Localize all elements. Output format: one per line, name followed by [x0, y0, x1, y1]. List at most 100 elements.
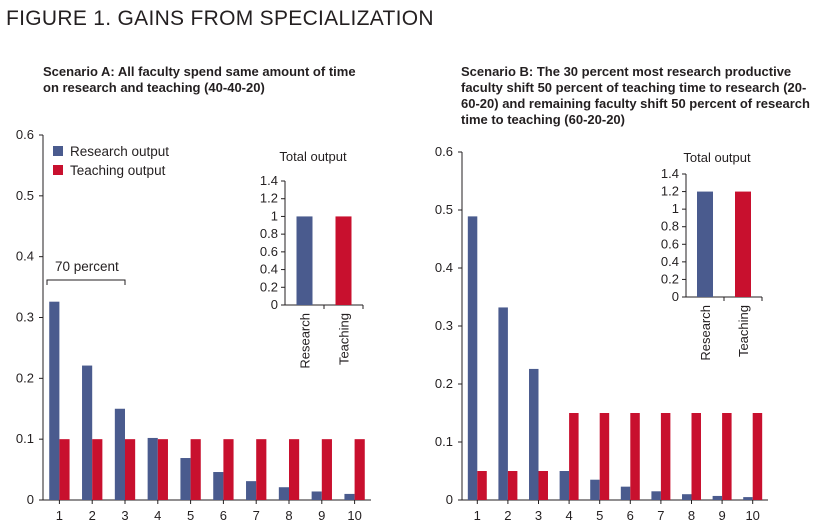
panel-b-inset-x-tick-label: Teaching — [736, 305, 751, 357]
panel-b-inset-title: Total output — [683, 150, 751, 165]
panel-b-bar-teaching-10 — [752, 413, 763, 500]
panel-a-inset-x-tick-label: Research — [298, 313, 313, 369]
panel-a-inset-y-tick-label: 1 — [271, 208, 278, 223]
panel-b-x-tick-label: 9 — [718, 508, 725, 523]
panel-b-x-tick-label: 8 — [688, 508, 695, 523]
panel-a-inset-y-tick-label: 1.4 — [260, 173, 278, 188]
panel-a-legend-swatch-teaching — [53, 165, 63, 175]
panel-a-bar-research-7 — [246, 481, 257, 500]
panel-b-inset-y-tick-label: 0 — [672, 289, 679, 304]
panel-a-bar-teaching-5 — [190, 439, 201, 500]
panel-b-inset-x-tick-label: Research — [698, 305, 713, 361]
panel-b-x-tick-label: 7 — [657, 508, 664, 523]
panel-b-inset-bar-teaching — [735, 191, 751, 297]
panel-a-y-tick-label: 0.1 — [16, 431, 34, 446]
panel-b-x-tick-label: 1 — [474, 508, 481, 523]
panel-a-bracket — [46, 279, 126, 285]
panel-b-bar-teaching-4 — [569, 413, 579, 500]
panel-b-inset-y-tick-label: 1.4 — [661, 166, 679, 181]
panel-b-bar-teaching-6 — [630, 413, 640, 500]
panel-a-inset-y-tick-label: 0.2 — [260, 279, 278, 294]
panel-a-x-tick-label: 6 — [220, 508, 227, 523]
panel-a-bar-research-5 — [180, 458, 191, 500]
scenario-a-title: Scenario A: All faculty spend same amoun… — [43, 64, 356, 95]
panel-a-bar-teaching-2 — [92, 439, 103, 500]
panel-a-x-tick-label: 8 — [285, 508, 292, 523]
panel-a-x-tick-label: 5 — [187, 508, 194, 523]
panel-a-inset-y-tick-label: 1.2 — [260, 191, 278, 206]
panel-b-bar-teaching-3 — [538, 471, 548, 500]
panel-a-x-tick-label: 9 — [318, 508, 325, 523]
panel-a-y-tick-label: 0.4 — [16, 249, 34, 264]
panel-a-y-tick-label: 0.2 — [16, 370, 34, 385]
panel-a-inset-bar-teaching — [335, 216, 352, 305]
panel-b-y-tick-label: 0.4 — [435, 260, 453, 275]
panel-b-bar-research-3 — [529, 368, 539, 500]
panel-a-inset-y-tick-label: 0.6 — [260, 244, 278, 259]
panel-a-bar-research-9 — [311, 491, 322, 500]
panel-b-bar-teaching-9 — [722, 413, 732, 500]
panel-a-x-tick-label: 10 — [347, 508, 361, 523]
panel-a-legend-label: Teaching output — [70, 163, 166, 178]
panel-b-inset-y-tick-label: 0.2 — [661, 271, 679, 286]
panel-a-x-tick-label: 4 — [154, 508, 161, 523]
panel-b-bar-research-1 — [467, 216, 478, 500]
panel-a-bar-research-8 — [278, 487, 289, 500]
panel-b-inset-y-tick-label: 0.8 — [661, 219, 679, 234]
panel-b-bar-teaching-5 — [599, 413, 610, 500]
panel-b-bar-research-7 — [651, 491, 661, 500]
panel-b-inset-y-tick-label: 0.4 — [661, 254, 679, 269]
panel-a-inset-y-tick-label: 0.4 — [260, 262, 278, 277]
panel-a-x-tick-label: 7 — [253, 508, 260, 523]
panel-a-bar-teaching-8 — [289, 439, 300, 500]
panel-a-bar-teaching-9 — [321, 439, 332, 500]
panel-a-bar-teaching-10 — [354, 439, 365, 500]
panel-a-bar-research-4 — [147, 437, 158, 500]
panel-b-bar-teaching-7 — [660, 413, 671, 500]
panel-a-y-tick-label: 0.3 — [16, 310, 34, 325]
panel-b-y-tick-label: 0.1 — [435, 434, 453, 449]
panel-b-x-tick-label: 5 — [596, 508, 603, 523]
panel-b-x-tick-label: 4 — [565, 508, 572, 523]
panel-a-bar-teaching-1 — [59, 439, 70, 500]
panel-b-y-tick-label: 0.2 — [435, 376, 453, 391]
panel-a-bar-research-2 — [82, 365, 93, 500]
panel-b-bar-research-2 — [498, 307, 508, 500]
panel-a-y-tick-label: 0.6 — [16, 127, 34, 142]
panel-a-x-tick-label: 3 — [121, 508, 128, 523]
panel-a-bar-teaching-7 — [256, 439, 267, 500]
panel-a-legend-label: Research output — [70, 144, 169, 159]
panel-a-inset-y-tick-label: 0.8 — [260, 226, 278, 241]
panel-b-bar-teaching-2 — [507, 471, 518, 500]
panel-b-x-tick-label: 2 — [504, 508, 511, 523]
panel-a-inset-x-tick-label: Teaching — [337, 313, 352, 365]
panel-b-bar-research-5 — [590, 479, 600, 500]
scenario-b-title: Scenario B: The 30 percent most research… — [461, 64, 810, 127]
panel-b-x-tick-label: 10 — [745, 508, 759, 523]
panel-a-inset-title: Total output — [279, 149, 347, 164]
panel-b-bar-teaching-8 — [691, 413, 701, 500]
panel-b-bar-research-9 — [712, 495, 723, 500]
panel-a-bar-teaching-6 — [223, 439, 234, 500]
panel-a-x-tick-label: 1 — [56, 508, 63, 523]
panel-b-x-tick-label: 6 — [627, 508, 634, 523]
panel-a-bar-research-10 — [344, 493, 355, 500]
panel-a-inset-bar-research — [296, 216, 313, 305]
panel-b-y-tick-label: 0.6 — [435, 144, 453, 159]
panel-b-inset-y-tick-label: 1 — [672, 201, 679, 216]
panel-a-bar-research-1 — [49, 301, 60, 500]
panel-b-inset-y-tick-label: 1.2 — [661, 184, 679, 199]
panel-b-bar-research-8 — [682, 494, 692, 500]
figure-title: FIGURE 1. GAINS FROM SPECIALIZATION — [6, 7, 434, 30]
panel-a-bar-teaching-3 — [125, 439, 136, 500]
panel-a-y-tick-label: 0 — [27, 492, 34, 507]
panel-a-x-tick-label: 2 — [89, 508, 96, 523]
panel-b-bar-teaching-1 — [477, 471, 487, 500]
panel-b-y-tick-label: 0.3 — [435, 318, 453, 333]
panel-a-bar-research-6 — [213, 472, 224, 500]
panel-b-inset-bar-research — [697, 191, 713, 297]
panel-a-bar-teaching-4 — [157, 439, 168, 500]
panel-b-bar-research-10 — [743, 497, 753, 500]
panel-b-x-tick-label: 3 — [535, 508, 542, 523]
